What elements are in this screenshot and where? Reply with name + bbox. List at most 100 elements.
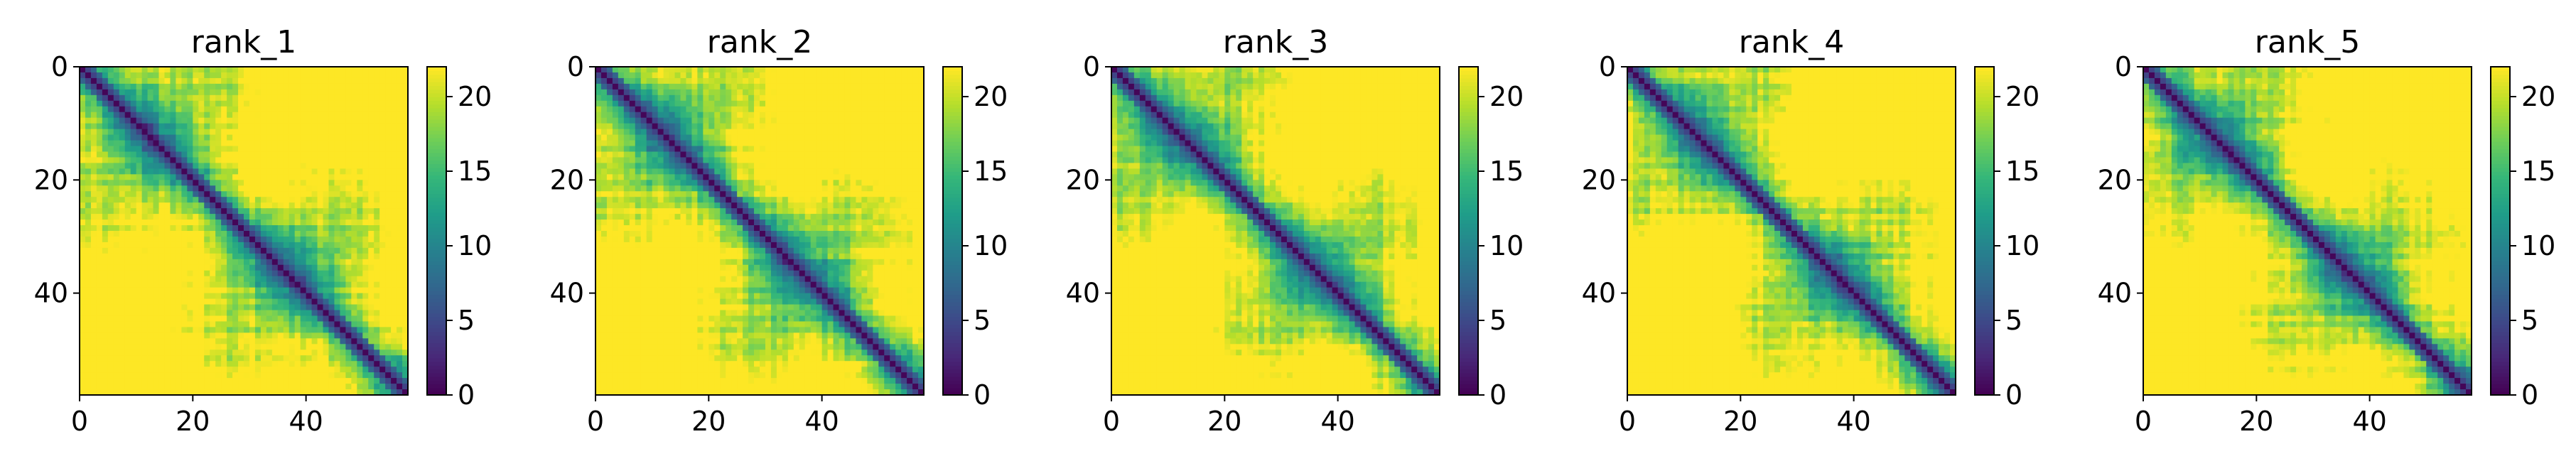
heatmap-cell bbox=[657, 146, 664, 153]
heatmap-cell bbox=[334, 304, 341, 311]
heatmap-cell bbox=[254, 146, 262, 153]
heatmap-cell bbox=[244, 67, 250, 73]
heatmap-cell bbox=[385, 163, 392, 169]
heatmap-cell bbox=[703, 129, 709, 136]
heatmap-cell bbox=[85, 372, 92, 379]
heatmap-cell bbox=[90, 338, 97, 345]
heatmap-cell bbox=[328, 264, 335, 271]
heatmap-cell bbox=[85, 191, 92, 197]
heatmap-cell bbox=[249, 321, 256, 328]
heatmap-cell bbox=[351, 140, 357, 147]
heatmap-cell bbox=[674, 151, 681, 158]
heatmap-cell bbox=[374, 231, 380, 237]
heatmap-cell bbox=[391, 270, 397, 277]
heatmap-cell bbox=[816, 174, 823, 180]
heatmap-cell bbox=[187, 367, 193, 373]
heatmap-cell bbox=[210, 236, 216, 243]
heatmap-cell bbox=[340, 180, 346, 186]
heatmap-cell bbox=[878, 140, 885, 147]
heatmap-cell bbox=[221, 191, 227, 197]
heatmap-cell bbox=[765, 157, 772, 164]
heatmap-cell bbox=[674, 140, 681, 147]
heatmap-cell bbox=[821, 168, 829, 175]
heatmap-cell bbox=[402, 168, 409, 175]
heatmap-cell bbox=[669, 180, 676, 186]
heatmap-cell bbox=[153, 378, 160, 384]
heatmap-cell bbox=[686, 94, 693, 102]
heatmap-cell bbox=[731, 117, 738, 124]
heatmap-cell bbox=[136, 117, 143, 124]
heatmap-cell bbox=[334, 100, 341, 107]
heatmap-cell bbox=[187, 214, 193, 220]
heatmap-cell bbox=[147, 264, 154, 271]
heatmap-cell bbox=[113, 361, 120, 367]
heatmap-cell bbox=[141, 281, 149, 288]
heatmap-cell bbox=[244, 389, 250, 396]
heatmap-cell bbox=[311, 163, 318, 169]
heatmap-cell bbox=[600, 174, 608, 180]
heatmap-cell bbox=[170, 151, 177, 158]
heatmap-cell bbox=[833, 146, 840, 153]
colorbar-step bbox=[427, 234, 446, 239]
heatmap-cell bbox=[141, 151, 149, 158]
heatmap-cell bbox=[289, 77, 296, 85]
heatmap-cell bbox=[895, 129, 902, 136]
heatmap-cell bbox=[334, 350, 341, 356]
heatmap-cell bbox=[277, 247, 284, 254]
heatmap-cell bbox=[181, 168, 188, 175]
heatmap-cell bbox=[193, 225, 199, 232]
heatmap-cell bbox=[600, 185, 608, 192]
heatmap-cell bbox=[283, 83, 290, 90]
heatmap-cell bbox=[391, 89, 397, 96]
heatmap-cell bbox=[345, 100, 352, 107]
heatmap-cell bbox=[646, 180, 653, 186]
heatmap-cell bbox=[113, 242, 120, 249]
heatmap-cell bbox=[737, 106, 743, 113]
heatmap-cell bbox=[833, 157, 840, 164]
heatmap-cell bbox=[816, 123, 823, 130]
heatmap-cell bbox=[606, 72, 613, 79]
heatmap-cell bbox=[890, 168, 896, 175]
heatmap-cell bbox=[176, 310, 182, 317]
heatmap-cell bbox=[181, 94, 188, 102]
heatmap-cell bbox=[652, 77, 659, 85]
heatmap-cell bbox=[379, 321, 386, 328]
heatmap-cell bbox=[776, 146, 783, 153]
heatmap-cell bbox=[357, 315, 363, 323]
heatmap-cell bbox=[844, 208, 851, 215]
heatmap-cell bbox=[901, 106, 907, 113]
heatmap-cell bbox=[804, 72, 812, 79]
heatmap-cell bbox=[635, 106, 642, 113]
heatmap-cell bbox=[244, 197, 250, 203]
heatmap-cell bbox=[306, 310, 313, 317]
heatmap-cell bbox=[254, 67, 262, 73]
heatmap-cell bbox=[839, 106, 846, 113]
heatmap-cell bbox=[80, 384, 86, 390]
heatmap-cell bbox=[193, 106, 199, 113]
heatmap-cell bbox=[810, 174, 817, 180]
heatmap-cell bbox=[878, 163, 885, 169]
heatmap-cell bbox=[402, 355, 409, 362]
heatmap-cell bbox=[153, 389, 160, 396]
heatmap-cell bbox=[193, 112, 199, 119]
heatmap-cell bbox=[362, 168, 369, 175]
heatmap-cell bbox=[334, 123, 341, 130]
heatmap-cell bbox=[861, 123, 868, 130]
heatmap-cell bbox=[345, 270, 352, 277]
colorbar-step bbox=[427, 320, 446, 325]
heatmap-cell bbox=[289, 315, 296, 323]
heatmap-cell bbox=[351, 89, 357, 96]
heatmap-cell bbox=[379, 242, 386, 249]
heatmap-cell bbox=[374, 253, 380, 260]
heatmap-cell bbox=[861, 174, 868, 180]
heatmap-cell bbox=[289, 214, 296, 220]
heatmap-cell bbox=[362, 338, 369, 345]
heatmap-cell bbox=[878, 185, 885, 192]
heatmap-cell bbox=[765, 208, 772, 215]
panel-title: rank_2 bbox=[707, 24, 812, 60]
heatmap-cell bbox=[606, 174, 613, 180]
heatmap-cell bbox=[697, 112, 704, 119]
heatmap-cell bbox=[799, 168, 806, 175]
heatmap-cell bbox=[754, 100, 760, 107]
heatmap-cell bbox=[334, 94, 341, 102]
